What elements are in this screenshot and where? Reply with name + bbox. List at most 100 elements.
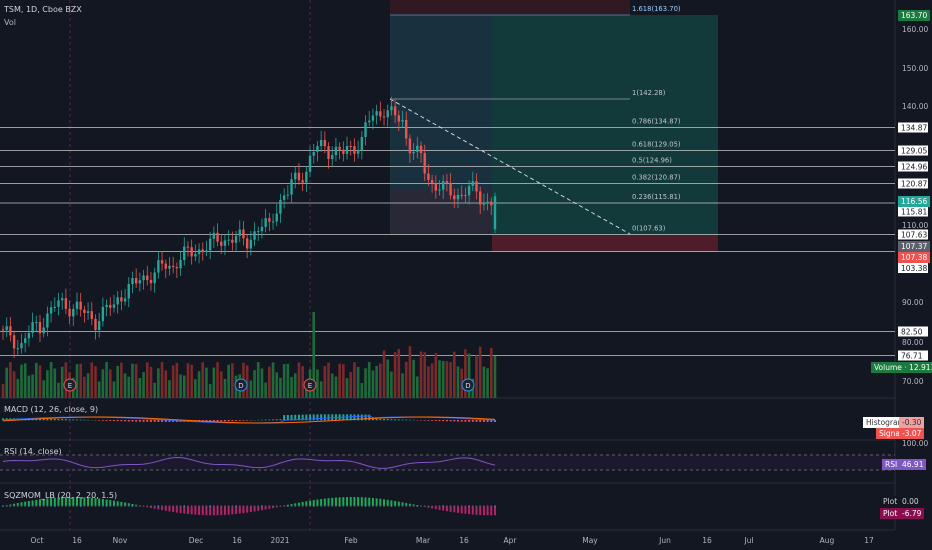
macd-histogram-bar — [390, 419, 393, 421]
macd-histogram-bar — [101, 420, 104, 421]
macd-histogram-bar — [157, 420, 160, 422]
macd-histogram-bar — [294, 414, 297, 421]
volume-bar — [353, 362, 356, 398]
macd-histogram-bar — [323, 414, 326, 421]
sqz-dot — [483, 505, 485, 507]
volume-bar — [171, 365, 175, 398]
level-label-bg — [898, 229, 928, 240]
sqz-bar — [253, 506, 256, 512]
level-label-bg — [898, 350, 928, 361]
volume-bar — [342, 364, 345, 398]
sqz-bar — [249, 506, 252, 513]
volume-bar — [60, 366, 64, 398]
candle-body — [90, 311, 93, 319]
signal-label: Signal — [876, 428, 906, 439]
macd-histogram-bar — [120, 420, 123, 422]
candle-body — [194, 254, 197, 257]
volume-bar — [194, 379, 197, 398]
sqz-bar — [64, 497, 67, 507]
sqz-bar — [216, 506, 219, 516]
sqz-dot — [327, 505, 330, 507]
signal-value: -3.07 — [899, 428, 925, 439]
candle-body — [479, 191, 482, 205]
sqz-bar — [124, 502, 127, 507]
level-label: 129.05 — [901, 147, 927, 156]
rsi-axis-tick: 100.00 — [902, 439, 928, 448]
volume-bar — [127, 376, 131, 398]
sqz-bar — [109, 500, 112, 507]
sqz-dot — [394, 505, 396, 507]
macd-histogram-bar — [109, 420, 112, 421]
sqz-dot — [287, 505, 289, 507]
candle-body — [405, 119, 408, 139]
sqz-dot — [301, 505, 304, 507]
time-axis-label: Jul — [743, 536, 753, 545]
candle-body — [456, 194, 460, 200]
candle-body — [149, 280, 153, 284]
sqz-dot — [20, 505, 23, 507]
sqz-dot — [194, 505, 197, 507]
macd-histogram-bar — [471, 420, 474, 422]
volume-bar — [449, 362, 452, 398]
candle-body — [216, 232, 219, 242]
macd-histogram-bar — [149, 420, 152, 422]
candle-body — [397, 115, 401, 122]
macd-histogram-bar — [353, 414, 356, 421]
candle-body — [20, 343, 23, 349]
sqz-bar — [442, 506, 445, 511]
sqz-dot — [338, 505, 341, 507]
rsi-title[interactable]: RSI (14, close) — [4, 447, 62, 456]
macd-histogram-bar — [124, 420, 127, 422]
macd-histogram-bar — [53, 418, 56, 421]
sqz-bar — [235, 506, 238, 515]
macd-title[interactable]: MACD (12, 26, close, 9) — [4, 405, 99, 414]
sqz-bar — [120, 501, 123, 507]
sqz-bar — [57, 497, 60, 507]
candle-body — [371, 115, 375, 121]
volume-bar — [142, 372, 145, 398]
sqz-bar — [68, 497, 71, 507]
volume-bar — [367, 362, 371, 398]
stop-badge: 107.37 — [898, 241, 931, 252]
volume-bar — [390, 371, 393, 398]
candle-body — [268, 218, 271, 222]
sqz-bar — [338, 497, 341, 507]
sqz-dot — [157, 505, 160, 507]
earnings-marker — [461, 378, 475, 392]
macd-histogram-bar — [371, 418, 374, 421]
volume-badge: Volume · 12.911M — [871, 362, 932, 373]
candle-body — [179, 259, 182, 269]
volume-bar — [164, 370, 168, 398]
candle-body — [38, 322, 42, 334]
sqz-title[interactable]: SQZMOM_LB (20, 2, 20, 1.5) — [4, 491, 118, 500]
sqz-dot — [386, 505, 389, 507]
fib-label: 1.618(163.70) — [632, 5, 681, 13]
candle-body — [86, 311, 90, 313]
candle-body — [157, 260, 160, 273]
fib-label: 0.618(129.05) — [632, 141, 681, 149]
volume-bar — [16, 379, 20, 398]
sqz-dot — [242, 505, 245, 507]
volume-bar — [416, 376, 419, 398]
fib-label: 0(107.63) — [632, 225, 666, 233]
sqz-bar — [231, 506, 234, 515]
sqz-dot — [146, 505, 149, 507]
symbol-title[interactable]: TSM, 1D, Cboe BZX — [4, 5, 82, 14]
volume-bar — [101, 369, 105, 398]
macd-histogram-bar — [220, 420, 223, 422]
sqz-dot — [235, 505, 237, 507]
volume-bar — [393, 352, 397, 398]
sqz-dot — [312, 505, 315, 507]
candle-body — [97, 321, 101, 330]
volume-bar — [375, 365, 378, 398]
candle-body — [42, 327, 45, 334]
sqz-bar — [301, 501, 304, 507]
sqz-bar — [316, 499, 319, 507]
candle-body — [349, 145, 352, 147]
sqz-bar — [294, 503, 297, 507]
sqz-dot — [268, 505, 271, 507]
volume-bar — [27, 375, 31, 398]
level-label-bg — [898, 326, 928, 337]
